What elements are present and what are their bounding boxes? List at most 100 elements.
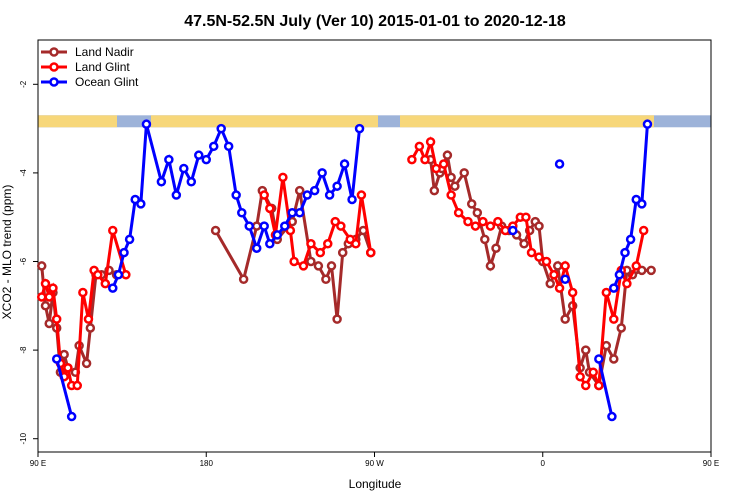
- x-axis-label: Longitude: [349, 477, 402, 491]
- data-point: [616, 323, 627, 333]
- data-point: [500, 225, 511, 236]
- x-tick-label: 0: [541, 459, 546, 468]
- legend-label: Ocean Glint: [75, 75, 139, 89]
- data-point: [526, 247, 537, 258]
- data-point: [108, 225, 118, 236]
- data-point: [265, 239, 275, 249]
- data-point: [631, 261, 641, 271]
- data-point: [40, 301, 51, 311]
- data-point: [324, 190, 335, 200]
- data-point: [560, 274, 570, 284]
- data-point: [119, 247, 129, 258]
- data-point: [302, 190, 312, 200]
- data-point: [141, 119, 152, 129]
- data-point: [493, 216, 503, 227]
- data-point: [289, 256, 299, 267]
- data-point: [339, 159, 350, 169]
- data-point: [194, 150, 204, 160]
- data-point: [429, 185, 440, 196]
- data-point: [298, 261, 309, 271]
- data-point: [66, 411, 77, 422]
- data-point: [36, 292, 47, 302]
- data-point: [336, 221, 346, 231]
- y-tick-label: -4: [19, 169, 28, 177]
- data-point: [237, 208, 247, 218]
- data-point: [244, 221, 254, 231]
- data-point: [59, 349, 69, 360]
- data-point: [201, 154, 211, 165]
- data-point: [491, 243, 501, 253]
- plot-area: 90 E 180 90 W 0 90 E -2 -4 -6 -8 -10 Land NadirLan…: [19, 39, 719, 468]
- data-point: [332, 181, 342, 191]
- data-point: [625, 234, 636, 245]
- data-point: [113, 270, 124, 280]
- data-point: [407, 154, 417, 165]
- data-point: [560, 314, 570, 324]
- x-tick-label: 90 W: [365, 459, 384, 468]
- data-point: [607, 411, 617, 422]
- data-point: [83, 314, 94, 324]
- data-point: [453, 208, 464, 218]
- data-point: [309, 185, 320, 196]
- data-point: [431, 163, 441, 174]
- data-point: [208, 141, 219, 152]
- data-point: [466, 199, 477, 209]
- data-point: [521, 212, 531, 222]
- data-point: [156, 177, 167, 187]
- data-point: [81, 358, 92, 369]
- data-point: [594, 354, 604, 364]
- x-tick-label: 90 E: [703, 459, 719, 468]
- data-point: [438, 159, 449, 169]
- data-point: [306, 239, 316, 249]
- data-point: [326, 261, 337, 271]
- data-point: [278, 172, 288, 183]
- legend-marker: [49, 77, 59, 87]
- data-point: [472, 208, 483, 218]
- data-point: [609, 283, 619, 293]
- data-point: [315, 247, 326, 258]
- data-point: [93, 270, 103, 280]
- series-line: [410, 136, 646, 389]
- x-tick-label: 90 E: [30, 459, 46, 468]
- y-tick-label: -8: [19, 346, 28, 354]
- data-point: [519, 239, 529, 249]
- data-point: [450, 181, 460, 191]
- data-point: [470, 221, 481, 231]
- data-point: [620, 247, 630, 258]
- data-point: [337, 247, 348, 258]
- data-point: [63, 363, 73, 373]
- data-point: [609, 354, 619, 364]
- series-ocean-glint: [51, 119, 653, 422]
- data-point: [549, 270, 559, 280]
- data-point: [588, 367, 598, 378]
- data-point: [164, 154, 174, 165]
- data-point: [265, 203, 275, 214]
- data-point: [259, 221, 269, 231]
- data-point: [223, 141, 234, 152]
- data-point: [179, 163, 189, 174]
- data-point: [508, 225, 518, 236]
- data-point: [321, 274, 331, 284]
- data-point: [72, 380, 83, 391]
- data-point: [541, 256, 552, 267]
- data-point: [40, 278, 51, 289]
- data-point: [446, 190, 456, 200]
- data-point: [594, 380, 604, 391]
- data-point: [280, 221, 290, 231]
- data-point: [642, 119, 653, 129]
- data-point: [306, 256, 316, 267]
- data-point: [601, 287, 612, 298]
- data-point: [51, 314, 62, 324]
- data-point: [580, 345, 591, 355]
- data-point: [580, 380, 591, 391]
- data-point: [171, 190, 182, 200]
- data-point: [609, 314, 619, 324]
- data-point: [347, 194, 357, 205]
- data-point: [238, 274, 249, 284]
- data-point: [351, 239, 361, 249]
- data-point: [121, 270, 131, 280]
- series-line: [597, 358, 614, 417]
- data-point: [463, 216, 473, 227]
